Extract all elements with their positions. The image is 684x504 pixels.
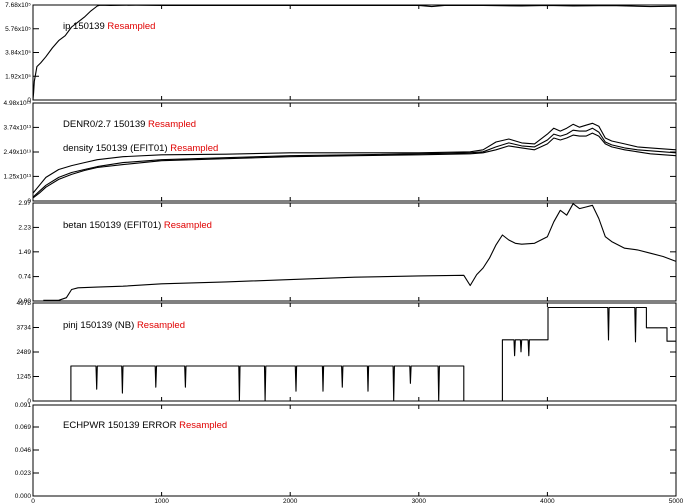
resampled-tag: Resampled xyxy=(148,119,196,130)
resampled-tag: Resampled xyxy=(170,143,218,154)
trace-line-1 xyxy=(32,4,677,101)
y-tick-label: 1.25x10¹³ xyxy=(4,173,32,180)
y-tick-label: 1.49 xyxy=(18,249,31,256)
panel-frame xyxy=(32,302,677,402)
y-tick-label: 2.49x10¹³ xyxy=(4,149,32,156)
y-tick-label: 3734 xyxy=(17,324,32,331)
resampled-tag: Resampled xyxy=(137,320,185,331)
y-tick-label: 1.92x10⁵ xyxy=(5,73,31,80)
trace-line-2 xyxy=(32,127,677,198)
panel-2: 0 1.25x10¹³ 2.49x10¹³ 3.74x10¹³ 4.98x10¹³ DEN… xyxy=(4,100,677,205)
panel-3: 0.00 0.74 1.49 2.23 2.97 betan 150139 (EFIT01… xyxy=(18,200,677,305)
panel-1: 0 1.92x10⁵ 3.84x10⁵ 5.76x10⁵ 7.68x10⁵ ip 1501… xyxy=(5,2,677,104)
panel-5: 0.000 0.023 0.046 0.069 0.091 ECHPWR 150139 E… xyxy=(15,402,677,500)
panel-frame xyxy=(32,4,677,101)
trace-line-1 xyxy=(33,306,676,402)
panel-title: DENR0/2.7 150139 Resampled xyxy=(63,119,196,130)
panel-subtitle: density 150139 (EFIT01) Resampled xyxy=(63,143,218,154)
y-tick-label: 3.74x10¹³ xyxy=(4,124,32,131)
signal-name: betan 150139 (EFIT01) xyxy=(63,220,164,231)
trace-line-1 xyxy=(32,122,677,194)
resampled-tag: Resampled xyxy=(164,220,212,231)
signal-name: DENR0/2.7 150139 xyxy=(63,119,148,130)
y-tick-label: 2489 xyxy=(17,349,32,356)
y-tick-label: 2.23 xyxy=(18,224,31,231)
y-tick-label: 0.046 xyxy=(15,447,32,454)
panel-title: betan 150139 (EFIT01) Resampled xyxy=(63,220,212,231)
y-tick-label: 4978 xyxy=(17,300,32,307)
panel-4: 0 1245 2489 3734 4978 pinj 150139 (NB) Resamp… xyxy=(17,300,677,405)
y-tick-label: 7.68x10⁵ xyxy=(5,2,31,9)
panel-frame xyxy=(32,404,677,497)
signal-name: ip 150139 xyxy=(63,21,107,32)
y-tick-label: 0 xyxy=(27,198,31,205)
y-tick-label: 5.76x10⁵ xyxy=(5,26,31,33)
y-tick-label: 0.069 xyxy=(15,424,32,431)
y-tick-label: 3.84x10⁵ xyxy=(5,50,31,57)
x-tick-label: 0 xyxy=(31,498,35,504)
y-tick-label: 4.98x10¹³ xyxy=(4,100,32,107)
resampled-tag: Resampled xyxy=(107,21,155,32)
y-tick-label: 0 xyxy=(27,398,31,405)
x-tick-label: 5000 xyxy=(669,498,684,504)
x-tick-label: 1000 xyxy=(154,498,169,504)
panel-title: ECHPWR 150139 ERROR Resampled xyxy=(63,420,227,431)
panel-title: ip 150139 Resampled xyxy=(63,21,155,32)
y-tick-label: 0.00 xyxy=(18,298,31,305)
trace-line-3 xyxy=(32,132,677,199)
x-tick-label: 2000 xyxy=(283,498,298,504)
x-tick-label: 4000 xyxy=(540,498,555,504)
signal-name: density 150139 (EFIT01) xyxy=(63,143,170,154)
resampled-tag: Resampled xyxy=(179,420,227,431)
y-tick-label: 1245 xyxy=(17,373,32,380)
signal-name: pinj 150139 (NB) xyxy=(63,320,137,331)
y-tick-label: 2.97 xyxy=(18,200,31,207)
x-tick-label: 3000 xyxy=(412,498,427,504)
y-tick-label: 0.000 xyxy=(15,493,32,500)
panel-title: pinj 150139 (NB) Resampled xyxy=(63,320,185,331)
trace-line-1 xyxy=(43,203,677,301)
y-tick-label: 0.091 xyxy=(15,402,32,409)
y-tick-label: 0.023 xyxy=(15,470,32,477)
y-tick-label: 0.74 xyxy=(18,274,31,281)
y-tick-label: 0 xyxy=(27,97,31,104)
signal-name: ECHPWR 150139 ERROR xyxy=(63,420,179,431)
